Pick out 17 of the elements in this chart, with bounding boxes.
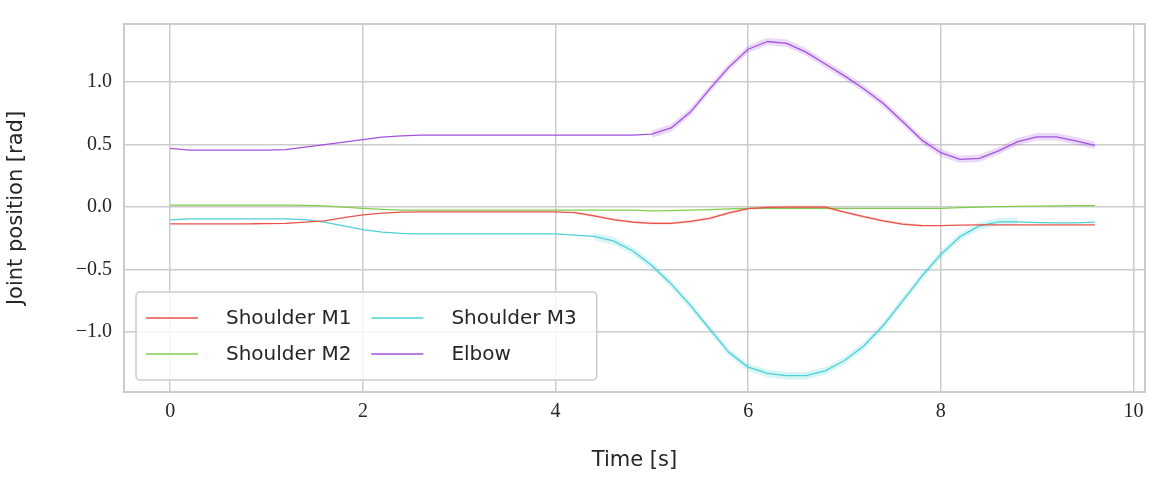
x-tick-label: 6 <box>743 399 754 422</box>
y-tick-label: 1.0 <box>87 69 112 92</box>
x-axis-title: Time [s] <box>590 446 678 471</box>
x-tick-label: 8 <box>935 399 946 422</box>
x-tick-label: 10 <box>1123 399 1144 422</box>
x-tick-label: 0 <box>165 399 176 422</box>
x-tick-label: 4 <box>550 399 561 422</box>
legend-label: Shoulder M1 <box>226 305 352 330</box>
y-tick-label: 0.0 <box>87 194 112 217</box>
y-axis-title: Joint position [rad] <box>3 110 28 308</box>
legend-label: Elbow <box>451 341 511 366</box>
y-tick-label: −0.5 <box>75 256 112 279</box>
legend-label: Shoulder M2 <box>226 341 352 366</box>
y-tick-label: 0.5 <box>87 131 112 154</box>
y-tick-label: −1.0 <box>75 319 112 342</box>
legend-label: Shoulder M3 <box>451 305 577 330</box>
x-tick-label: 2 <box>357 399 368 422</box>
